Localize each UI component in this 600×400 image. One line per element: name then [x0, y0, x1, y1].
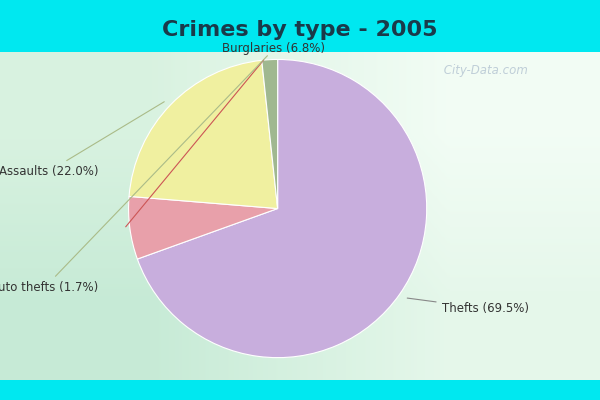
Text: City-Data.com: City-Data.com: [440, 64, 528, 77]
Wedge shape: [262, 60, 278, 208]
Text: Assaults (22.0%): Assaults (22.0%): [0, 102, 164, 178]
Text: Burglaries (6.8%): Burglaries (6.8%): [125, 42, 325, 227]
Wedge shape: [137, 60, 427, 358]
Text: Crimes by type - 2005: Crimes by type - 2005: [162, 20, 438, 40]
Text: Thefts (69.5%): Thefts (69.5%): [407, 298, 529, 315]
Wedge shape: [128, 196, 278, 259]
Wedge shape: [129, 60, 278, 208]
Text: Auto thefts (1.7%): Auto thefts (1.7%): [0, 56, 268, 294]
